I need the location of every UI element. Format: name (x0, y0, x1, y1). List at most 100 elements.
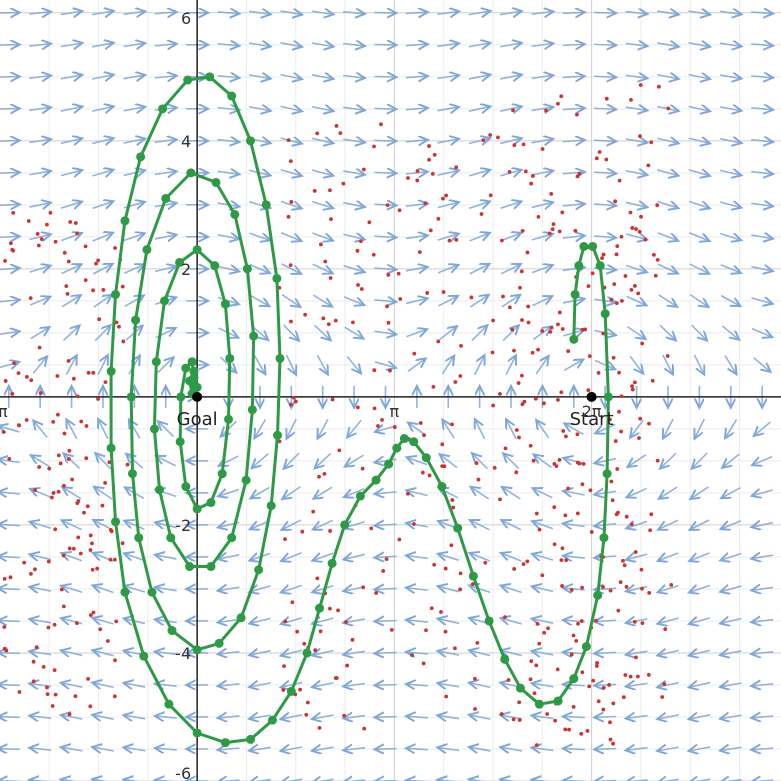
sample-point (615, 467, 620, 471)
sample-point (545, 712, 550, 716)
sample-point (380, 417, 384, 422)
trajectory-point (399, 434, 409, 444)
trajectory-point (236, 613, 246, 623)
sample-point (609, 297, 614, 302)
labeled-point-label: Goal (177, 409, 218, 430)
sample-point (557, 310, 562, 315)
sample-point (552, 542, 557, 547)
trajectory-point (217, 469, 227, 479)
sample-point (322, 472, 327, 476)
vector-arrow (720, 554, 742, 561)
vector-arrow (472, 453, 489, 470)
trajectory-point (315, 603, 325, 613)
sample-point (633, 550, 638, 554)
sample-point (640, 586, 644, 591)
sample-point (629, 97, 633, 102)
sample-point (639, 567, 644, 572)
vector-arrow (407, 457, 428, 466)
sample-point (8, 241, 13, 246)
vector-arrow (126, 454, 144, 469)
sample-point (596, 699, 601, 704)
sample-point (623, 673, 628, 677)
y-tick-label: 2 (181, 260, 191, 279)
trajectory-point (158, 104, 168, 114)
sample-point (53, 239, 58, 244)
vector-arrow (249, 651, 271, 656)
vector-arrow (406, 748, 428, 749)
sample-point (503, 615, 507, 619)
sample-point (313, 648, 318, 653)
vector-arrow (470, 295, 488, 308)
vector-arrow (154, 76, 177, 78)
sample-point (381, 569, 386, 573)
vector-arrow (752, 455, 773, 466)
y-tick-label: -2 (175, 516, 191, 535)
trajectory-point (261, 200, 271, 210)
vector-arrow (719, 107, 742, 111)
sample-point (31, 659, 36, 664)
sample-point (540, 147, 545, 151)
sample-point (29, 378, 34, 383)
sample-point (397, 537, 402, 542)
vector-arrow (658, 519, 679, 529)
vector-arrow (374, 685, 397, 686)
trajectory-point (149, 424, 159, 434)
sample-point (537, 527, 542, 532)
sample-point (532, 691, 537, 696)
vector-arrow (218, 652, 240, 655)
sample-point (564, 434, 568, 439)
vector-arrow (374, 108, 396, 109)
sample-point (7, 457, 12, 461)
vector-arrow (374, 140, 396, 141)
vector-arrow (92, 264, 113, 275)
vector-arrow (532, 586, 554, 591)
vector-arrow (437, 202, 459, 207)
vector-arrow (248, 11, 271, 14)
vector-arrow (154, 140, 177, 143)
vector-arrow (657, 263, 678, 273)
sample-point (62, 483, 66, 488)
sample-point (630, 387, 635, 392)
vector-arrow (657, 747, 679, 751)
vector-arrow (280, 231, 301, 241)
vector-arrow (311, 107, 334, 111)
vector-arrow (470, 520, 490, 531)
vector-arrow (500, 264, 521, 275)
vector-arrow (29, 139, 51, 142)
vector-arrow (751, 12, 773, 14)
vector-arrow (720, 651, 742, 655)
sample-point (288, 263, 293, 268)
sample-point (328, 188, 332, 193)
trajectory-point (588, 241, 598, 251)
sample-point (103, 481, 108, 485)
sample-point (528, 677, 533, 682)
vector-arrow (29, 171, 51, 175)
vector-arrow (625, 171, 648, 175)
vector-arrow (437, 683, 460, 687)
vector-arrow (468, 43, 491, 47)
vector-arrow (594, 172, 616, 173)
sample-point (315, 576, 320, 581)
vector-arrow (155, 522, 177, 527)
trajectory-point (272, 430, 282, 440)
vector-arrow (92, 683, 114, 688)
sample-point (473, 676, 477, 681)
sample-point (652, 252, 656, 257)
sample-point (385, 203, 390, 208)
vector-arrow (469, 715, 491, 719)
vector-arrow (281, 683, 303, 688)
sample-point (398, 297, 403, 301)
vector-arrow (313, 486, 333, 499)
vector-arrow (725, 419, 738, 439)
vector-arrow (281, 263, 302, 274)
vector-arrow (218, 780, 240, 781)
trajectory-point (126, 392, 136, 402)
vector-arrow (217, 12, 240, 14)
sample-point (499, 712, 504, 716)
sample-point (67, 546, 72, 551)
vector-arrow (532, 619, 554, 623)
vector-arrow (562, 172, 585, 174)
sample-point (594, 618, 598, 623)
sample-point (579, 731, 584, 736)
vector-arrow (689, 552, 710, 561)
